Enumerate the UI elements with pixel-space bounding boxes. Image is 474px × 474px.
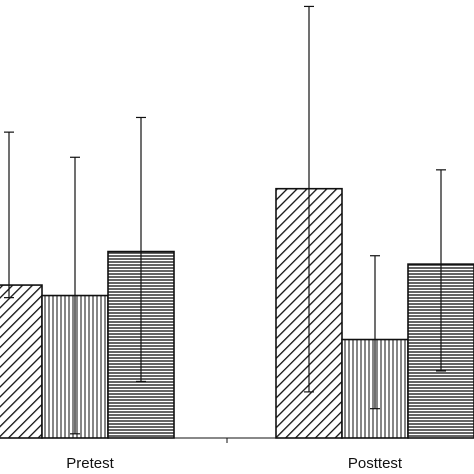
error-bar-vertical-lines-pretest (70, 156, 80, 435)
error-bar-horizontal-lines-posttest (436, 169, 446, 372)
error-bar-diagonal-hatch-pretest (4, 131, 14, 299)
error-bar-vertical-lines-posttest (370, 255, 380, 410)
error-bar-diagonal-hatch-posttest (304, 5, 314, 393)
error-bar-horizontal-lines-pretest (136, 116, 146, 383)
bars-layer (0, 187, 474, 439)
x-tick-label-pretest: Pretest (66, 455, 114, 472)
error-bars-layer (4, 5, 446, 435)
bar-diagonal-hatch-pretest (0, 284, 43, 439)
x-tick-label-posttest: Posttest (348, 455, 403, 472)
